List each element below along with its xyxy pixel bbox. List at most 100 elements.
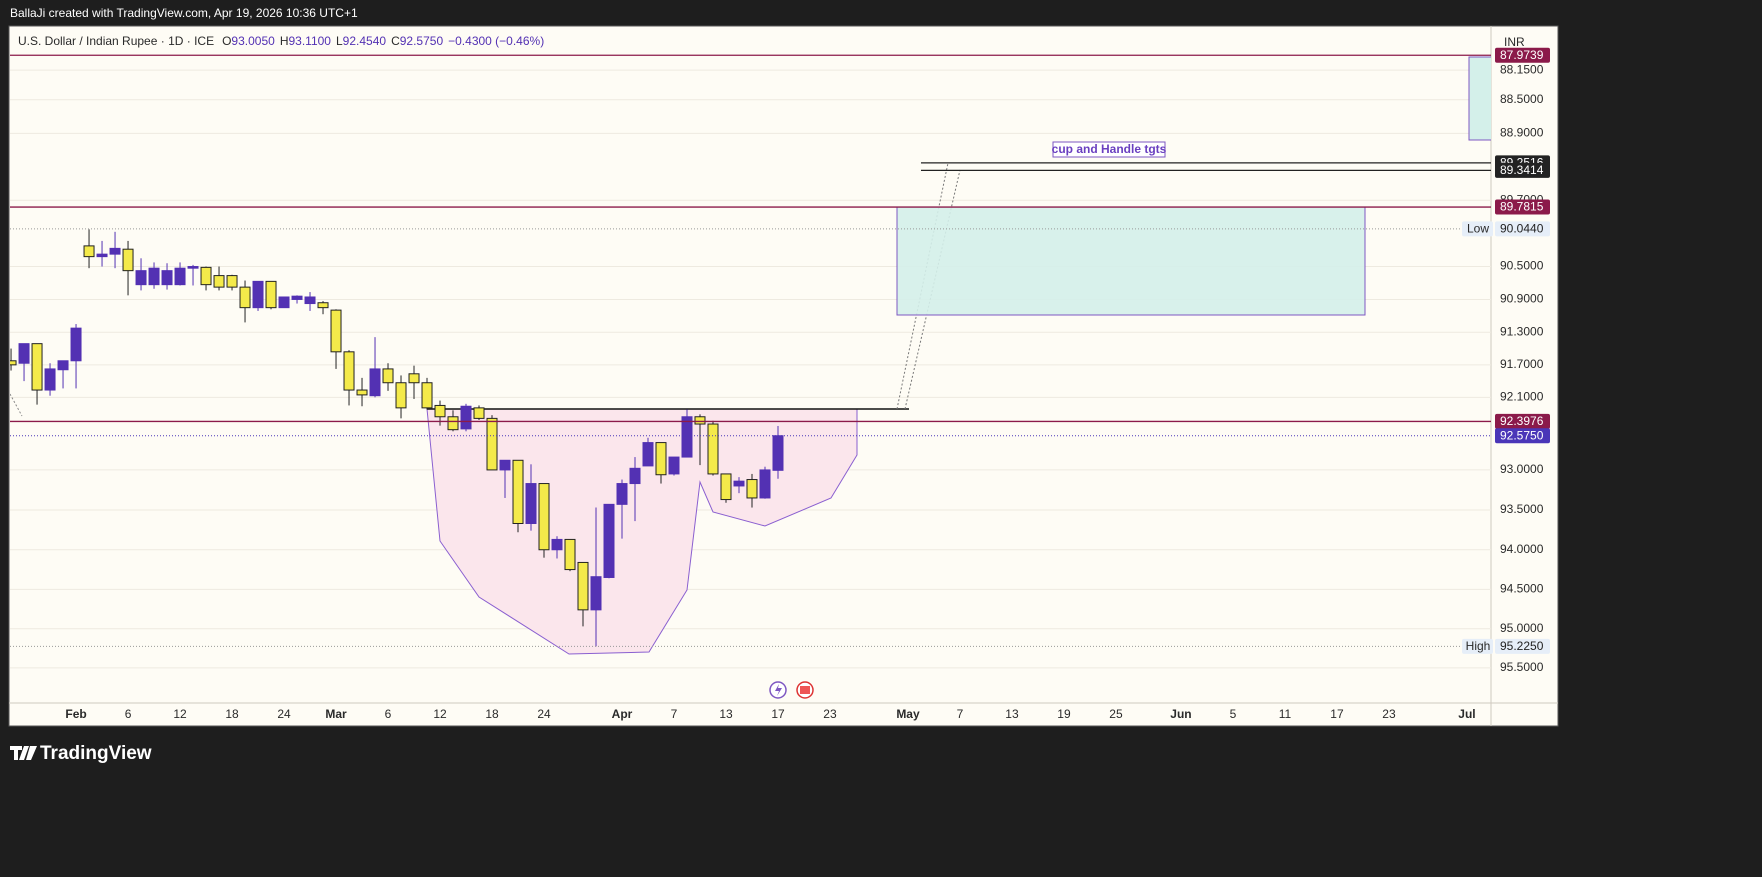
candle-body xyxy=(31,343,43,391)
candle-body xyxy=(590,576,602,611)
price-tag: High xyxy=(1466,639,1491,653)
candle-body xyxy=(213,275,225,288)
y-tick-label: 95.5000 xyxy=(1500,660,1544,674)
event-icons xyxy=(769,681,814,699)
candle-body xyxy=(642,442,654,467)
candle-body xyxy=(473,407,485,419)
candle-body xyxy=(434,404,446,418)
target-zone xyxy=(1468,56,1491,141)
x-tick-label: 12 xyxy=(173,707,187,721)
x-tick-label: 23 xyxy=(823,707,837,721)
candle-body xyxy=(707,423,719,475)
drawings: cup and Handle tgts xyxy=(10,56,1491,655)
x-tick-label: 25 xyxy=(1109,707,1123,721)
x-tick-label: 24 xyxy=(537,707,551,721)
candle-body xyxy=(10,360,17,366)
symbol: U.S. Dollar / Indian Rupee · 1D · ICE xyxy=(18,34,214,48)
annotation-box xyxy=(1052,141,1166,158)
candle-body xyxy=(512,459,524,524)
x-tick-label: 18 xyxy=(485,707,499,721)
ohlc-value: 93.0050 xyxy=(231,34,275,48)
ohlc-key: H xyxy=(280,34,289,48)
flag xyxy=(800,686,810,694)
candle-body xyxy=(226,275,238,288)
price-label-box xyxy=(1495,638,1550,654)
x-tick-label: Apr xyxy=(612,707,633,721)
price-label-box xyxy=(1495,428,1550,444)
ohlc-value: 93.1100 xyxy=(288,34,331,48)
candle-body xyxy=(135,270,147,286)
trend-line xyxy=(10,393,23,417)
x-tick-label: Mar xyxy=(325,707,347,721)
candle-body xyxy=(382,368,394,384)
candle-body xyxy=(109,247,121,255)
candle-body xyxy=(343,351,355,391)
x-tick-label: 13 xyxy=(1005,707,1019,721)
candle-body xyxy=(356,389,368,396)
candle-body xyxy=(772,435,784,471)
x-tick-label: 19 xyxy=(1057,707,1071,721)
price-tag-box xyxy=(1462,638,1493,654)
ohlc-key: L xyxy=(336,34,343,48)
x-tick-label: 24 xyxy=(277,707,291,721)
price-label-box xyxy=(1495,162,1550,178)
y-tick-label: 93.5000 xyxy=(1500,502,1544,516)
candle-body xyxy=(759,469,771,499)
y-tick-label: 90.9000 xyxy=(1500,292,1544,306)
candle-body xyxy=(70,327,82,362)
candle-body xyxy=(174,267,186,286)
brand: TradingView xyxy=(40,743,152,764)
y-tick-label: 88.9000 xyxy=(1500,126,1544,140)
y-tick-label: 91.7000 xyxy=(1500,357,1544,371)
price-label-box xyxy=(1495,413,1550,429)
candle-body xyxy=(525,483,537,524)
x-tick-label: May xyxy=(896,707,920,721)
candle-body xyxy=(746,479,758,499)
candle-body xyxy=(18,343,30,364)
annotation: cup and Handle tgts xyxy=(1052,142,1167,156)
price-tag-box xyxy=(1462,221,1493,237)
candle-body xyxy=(330,309,342,353)
candle-body xyxy=(486,417,498,471)
target-zone xyxy=(896,206,1366,316)
candle-body xyxy=(460,405,472,430)
price-label: 87.9739 xyxy=(1500,48,1544,62)
candle-body xyxy=(96,253,108,258)
price-label-box xyxy=(1495,221,1550,237)
candle-body xyxy=(629,467,641,485)
y-tick-label: 92.1000 xyxy=(1500,390,1544,404)
y-tick-label: 93.0000 xyxy=(1500,462,1544,476)
x-tick-label: 7 xyxy=(671,707,678,721)
candle-body xyxy=(161,270,173,286)
price-label-box xyxy=(1495,47,1550,63)
candle-body xyxy=(655,442,667,476)
y-tick-label: 91.3000 xyxy=(1500,324,1544,338)
candle-body xyxy=(122,248,134,272)
price-label: 89.7815 xyxy=(1500,200,1544,214)
candle-body xyxy=(447,416,459,431)
x-tick-label: 7 xyxy=(957,707,964,721)
cup-pattern xyxy=(426,408,858,655)
candle-body xyxy=(57,360,69,371)
price-lines xyxy=(10,54,1491,647)
x-tick-label: 18 xyxy=(225,707,239,721)
x-tick-label: 6 xyxy=(125,707,132,721)
candle-body xyxy=(694,416,706,425)
currency: INR xyxy=(1504,35,1525,49)
candles xyxy=(10,229,784,647)
candle-body xyxy=(395,382,407,409)
x-tick-label: 12 xyxy=(433,707,447,721)
price-axis: 88.150088.500088.900089.700090.500090.90… xyxy=(65,47,1550,721)
candle-body xyxy=(291,295,303,300)
candle-body xyxy=(83,245,95,258)
price-label: 92.3976 xyxy=(1500,414,1544,428)
x-tick-label: 23 xyxy=(1382,707,1396,721)
x-tick-label: 17 xyxy=(771,707,785,721)
x-tick-label: 11 xyxy=(1279,707,1292,721)
candle-body xyxy=(603,503,615,578)
candle-body xyxy=(148,267,160,286)
x-tick-label: 5 xyxy=(1230,707,1237,721)
price-label: 95.2250 xyxy=(1500,639,1544,653)
x-tick-label: 13 xyxy=(719,707,733,721)
